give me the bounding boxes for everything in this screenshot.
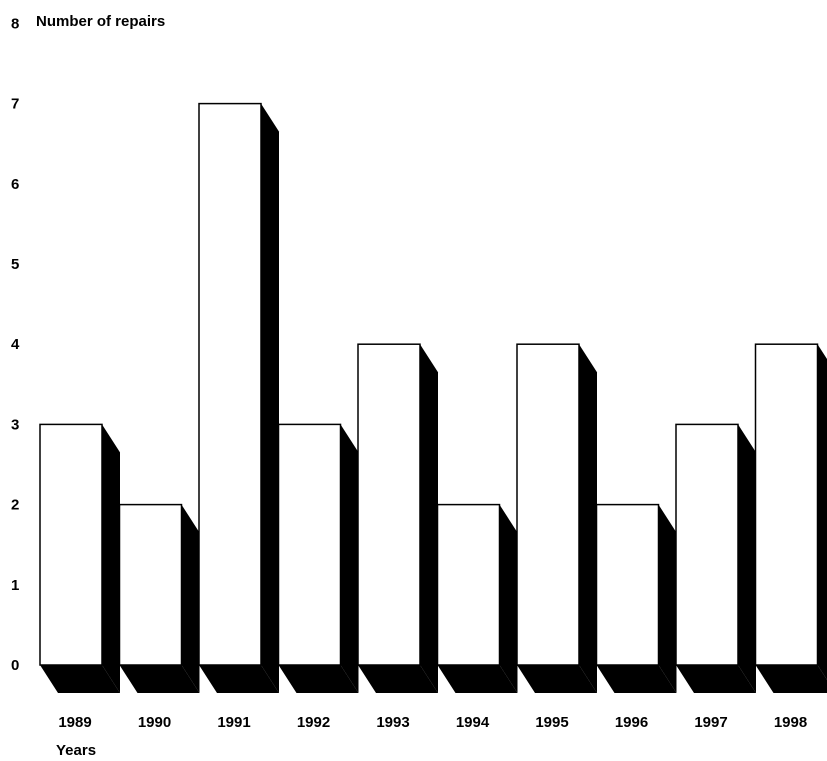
x-tick-label: 1995: [535, 714, 568, 731]
bar-face: [39, 423, 103, 666]
y-axis-title: Number of repairs: [36, 13, 165, 30]
x-tick-label: 1997: [694, 714, 727, 731]
y-tick-label: 8: [11, 15, 19, 32]
bar-face: [675, 423, 739, 666]
bar-floor-shadow: [676, 665, 756, 693]
bar-floor-shadow: [358, 665, 438, 693]
y-axis-ticks: 0 1 2 3 4 5 6 7 8: [11, 15, 20, 674]
bar-1998: [754, 343, 827, 693]
y-tick-label: 5: [11, 256, 19, 273]
bar-side-shadow: [420, 344, 438, 693]
x-axis-labels: 1989 1990 1991 1992 1993 1994 1995 1996 1997 1998: [58, 714, 807, 731]
bar-floor-shadow: [755, 665, 827, 693]
bar-1997: [675, 423, 756, 693]
bar-face: [595, 503, 660, 666]
bar-side-shadow: [738, 424, 756, 693]
bar-1995: [516, 343, 597, 693]
bar-floor-shadow: [517, 665, 597, 693]
bar-face: [357, 343, 421, 666]
bar-face: [118, 503, 183, 666]
y-tick-label: 6: [11, 176, 19, 193]
x-tick-label: 1994: [456, 714, 490, 731]
y-tick-label: 0: [11, 657, 19, 674]
bar-floor-shadow: [199, 665, 279, 693]
y-tick-label: 2: [11, 497, 19, 514]
bar-1990: [118, 503, 200, 693]
bar-floor-shadow: [437, 665, 518, 693]
bar-side-shadow: [181, 504, 200, 693]
x-tick-label: 1996: [615, 714, 648, 731]
x-tick-label: 1998: [774, 714, 807, 731]
bar-side-shadow: [340, 424, 359, 693]
y-tick-label: 3: [11, 416, 19, 433]
bar-side-shadow: [658, 504, 677, 693]
bar-face: [277, 423, 342, 666]
bar-side-shadow: [579, 344, 597, 693]
bar-face: [754, 343, 819, 666]
x-tick-label: 1992: [297, 714, 330, 731]
bar-1991: [198, 102, 279, 694]
bar-floor-shadow: [40, 665, 120, 693]
bar-face: [198, 102, 262, 666]
bar-face: [516, 343, 580, 666]
bar-1993: [357, 343, 438, 693]
bar-1994: [436, 503, 518, 693]
bar-side-shadow: [102, 424, 120, 693]
bar-floor-shadow: [596, 665, 677, 693]
y-tick-label: 1: [11, 577, 19, 594]
x-tick-label: 1991: [217, 714, 250, 731]
bars: [39, 102, 827, 694]
bar-side-shadow: [261, 103, 279, 694]
x-tick-label: 1993: [376, 714, 409, 731]
bar-1989: [39, 423, 120, 693]
bar-1992: [277, 423, 359, 693]
x-tick-label: 1989: [58, 714, 91, 731]
x-axis-title: Years: [56, 742, 96, 759]
bar-floor-shadow: [119, 665, 200, 693]
y-tick-label: 4: [11, 336, 20, 353]
bar-face: [436, 503, 501, 666]
x-tick-label: 1990: [138, 714, 171, 731]
bar-side-shadow: [499, 504, 518, 693]
y-tick-label: 7: [11, 96, 19, 113]
bar-floor-shadow: [278, 665, 359, 693]
bar-side-shadow: [817, 344, 827, 680]
bar-1996: [595, 503, 677, 693]
